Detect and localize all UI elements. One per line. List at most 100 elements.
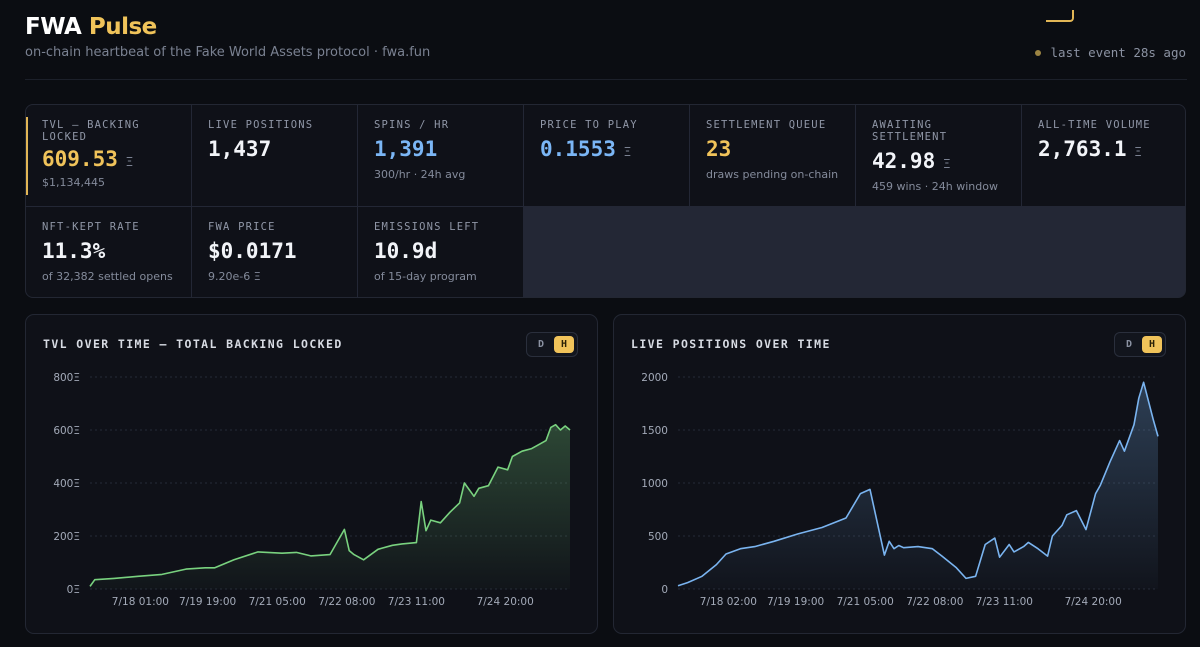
x-tick-label: 7/24 20:00 xyxy=(477,596,534,608)
stat-value-row: 609.53 Ξ xyxy=(42,147,175,171)
eth-unit-icon: Ξ xyxy=(125,155,134,169)
x-tick-label: 7/21 05:00 xyxy=(249,596,306,608)
x-tick-label: 7/22 08:00 xyxy=(318,596,375,608)
stat-value: 10.9d xyxy=(374,239,438,263)
y-tick-label: 1500 xyxy=(641,425,668,437)
stat-value: 1,437 xyxy=(208,137,272,161)
stat-sub: 459 wins · 24h window xyxy=(872,180,998,193)
stat-value: $0.0171 xyxy=(208,239,297,263)
stat-value-row: $0.0171 xyxy=(208,239,341,263)
stat-label: FWA PRICE xyxy=(208,221,276,233)
series-line[interactable] xyxy=(677,381,1159,587)
y-tick-label: 600Ξ xyxy=(53,425,80,437)
eth-unit-icon: Ξ xyxy=(943,157,951,171)
toggle-hour-button[interactable]: H xyxy=(554,336,574,353)
stat-label: SPINS / HR xyxy=(374,119,450,131)
tvl-chart: 0Ξ 200Ξ 400Ξ 600Ξ 800Ξ 7/18 01:00 7/19 19:00 7/… xyxy=(53,372,571,608)
y-tick-label: 400Ξ xyxy=(53,478,80,490)
eth-unit-icon: Ξ xyxy=(1134,145,1142,159)
stat-value-row: 23 xyxy=(706,137,839,161)
brand-main: FWA xyxy=(25,14,82,40)
stat-label: EMISSIONS LEFT xyxy=(374,221,480,233)
stat-sub: 300/hr · 24h avg xyxy=(374,168,466,181)
stat-value: 609.53 xyxy=(42,147,118,171)
x-tick-label: 7/19 19:00 xyxy=(179,596,236,608)
stat-nft-kept-rate: NFT-KEPT RATE 11.3% of 32,382 settled op… xyxy=(26,207,191,297)
toggle-day-button[interactable]: D xyxy=(537,339,545,350)
stat-value-row: 2,763.1 Ξ xyxy=(1038,137,1171,161)
stat-label: LIVE POSITIONS xyxy=(208,119,314,131)
stat-value-row: 0.1553 Ξ xyxy=(540,137,673,161)
y-tick-label: 0Ξ xyxy=(67,584,80,596)
y-tick-label: 0 xyxy=(661,584,668,596)
last-event-status: last event 28s ago xyxy=(1034,45,1186,60)
stat-sub: 9.20e-6 Ξ xyxy=(208,270,261,283)
stat-spins-hr: SPINS / HR 1,391 300/hr · 24h avg xyxy=(358,105,523,206)
stat-price-to-play: PRICE TO PLAY 0.1553 Ξ xyxy=(524,105,689,206)
stat-value: 42.98 xyxy=(872,149,936,173)
stat-tvl: TVL — BACKING LOCKED 609.53 Ξ $1,134,445 xyxy=(26,105,191,206)
stat-label: NFT-KEPT RATE xyxy=(42,221,140,233)
stat-live-positions: LIVE POSITIONS 1,437 xyxy=(192,105,357,206)
granularity-toggle: D H xyxy=(526,332,578,357)
chart-title: LIVE POSITIONS OVER TIME xyxy=(631,337,831,351)
stat-label: SETTLEMENT QUEUE xyxy=(706,119,827,131)
toggle-day-button[interactable]: D xyxy=(1125,339,1133,350)
status-dot-icon xyxy=(1034,49,1041,56)
y-tick-label: 1000 xyxy=(641,478,668,490)
toggle-hour-button[interactable]: H xyxy=(1142,336,1162,353)
x-tick-label: 7/22 08:00 xyxy=(906,596,963,608)
stat-value-row: 10.9d xyxy=(374,239,507,263)
stat-accent-bar xyxy=(26,117,28,195)
decorative-corner-icon xyxy=(1046,10,1074,22)
last-event-text: last event 28s ago xyxy=(1050,45,1186,60)
series-line[interactable] xyxy=(89,423,571,587)
stat-awaiting-settlement: AWAITING SETTLEMENT 42.98 Ξ 459 wins · 2… xyxy=(856,105,1021,206)
x-tick-label: 7/24 20:00 xyxy=(1065,596,1122,608)
chart-title: TVL OVER TIME — TOTAL BACKING LOCKED xyxy=(43,337,343,351)
stat-value: 2,763.1 xyxy=(1038,137,1127,161)
stat-sub: of 15-day program xyxy=(374,270,477,283)
positions-chart: 0 500 1000 1500 2000 7/18 02:00 7/19 19:00 7/21… xyxy=(641,372,1159,608)
stat-value: 1,391 xyxy=(374,137,438,161)
series-area xyxy=(90,424,570,589)
x-tick-label: 7/21 05:00 xyxy=(837,596,894,608)
stat-all-time-volume: ALL-TIME VOLUME 2,763.1 Ξ xyxy=(1022,105,1185,206)
stat-label: PRICE TO PLAY xyxy=(540,119,638,131)
granularity-toggle: D H xyxy=(1114,332,1166,357)
stat-value-row: 1,437 xyxy=(208,137,341,161)
y-tick-label: 2000 xyxy=(641,372,668,384)
page-subtitle: on-chain heartbeat of the Fake World Ass… xyxy=(25,45,431,60)
positions-chart-panel: LIVE POSITIONS OVER TIME D H 0 500 1000 150… xyxy=(613,314,1186,634)
stats-grid: TVL — BACKING LOCKED 609.53 Ξ $1,134,445… xyxy=(25,104,1186,298)
brand-logo[interactable]: FWA Pulse xyxy=(25,14,157,40)
stat-label: AWAITING SETTLEMENT xyxy=(872,119,948,143)
stat-value: 23 xyxy=(706,137,732,161)
x-tick-label: 7/23 11:00 xyxy=(976,596,1033,608)
stat-value-row: 1,391 xyxy=(374,137,507,161)
eth-unit-icon: Ξ xyxy=(623,145,632,159)
stat-settlement-queue: SETTLEMENT QUEUE 23 draws pending on-cha… xyxy=(690,105,855,206)
stat-sub: of 32,382 settled opens xyxy=(42,270,173,283)
y-tick-label: 500 xyxy=(648,531,668,543)
stat-label: TVL — BACKING LOCKED xyxy=(42,119,140,143)
header: FWA Pulse on-chain heartbeat of the Fake… xyxy=(0,0,1200,80)
y-tick-label: 200Ξ xyxy=(53,531,80,543)
stat-value: 0.1553 xyxy=(540,137,616,161)
x-tick-label: 7/23 11:00 xyxy=(388,596,445,608)
stat-emissions-left: EMISSIONS LEFT 10.9d of 15-day program xyxy=(358,207,523,297)
stat-fwa-price: FWA PRICE $0.0171 9.20e-6 Ξ xyxy=(192,207,357,297)
stat-label: ALL-TIME VOLUME xyxy=(1038,119,1151,131)
stat-value: 11.3% xyxy=(42,239,106,263)
y-tick-label: 800Ξ xyxy=(53,372,80,384)
brand-accent: Pulse xyxy=(88,14,157,40)
stat-sub: draws pending on-chain xyxy=(706,168,839,181)
series-area xyxy=(678,382,1158,589)
header-divider xyxy=(25,79,1187,80)
stat-value-row: 11.3% xyxy=(42,239,175,263)
stat-value-row: 42.98 Ξ xyxy=(872,149,1005,173)
stat-sub: $1,134,445 xyxy=(42,176,105,189)
x-tick-label: 7/18 02:00 xyxy=(700,596,757,608)
tvl-chart-panel: TVL OVER TIME — TOTAL BACKING LOCKED D H… xyxy=(25,314,598,634)
x-tick-label: 7/19 19:00 xyxy=(767,596,824,608)
